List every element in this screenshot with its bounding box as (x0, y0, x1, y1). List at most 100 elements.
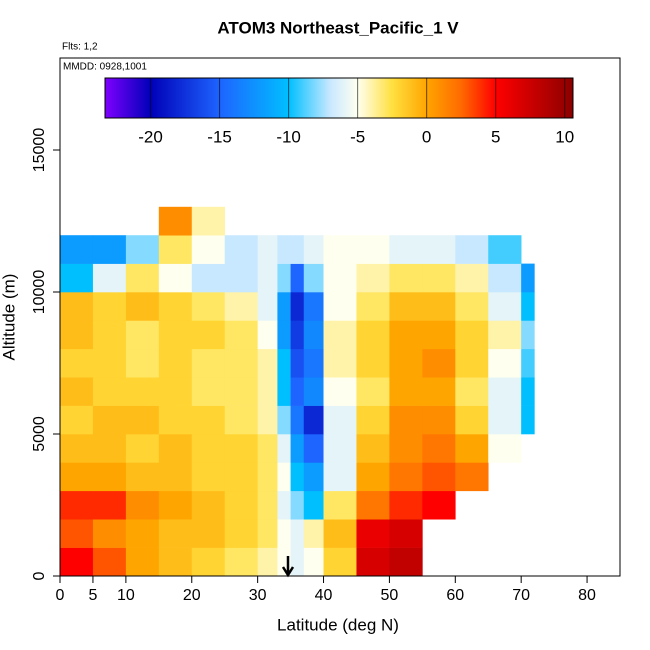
heat-cell (60, 462, 94, 492)
heat-cell (303, 348, 324, 378)
heat-cell (290, 547, 305, 577)
heat-cell (389, 547, 423, 577)
heat-cell (488, 263, 522, 293)
heat-cell (92, 462, 127, 492)
heat-cell (356, 348, 390, 378)
flight-marker (281, 556, 295, 578)
heat-cell (290, 462, 305, 492)
heat-cell (356, 320, 390, 350)
x-tick-label: 70 (512, 587, 530, 604)
heat-cell (323, 263, 357, 293)
heat-cell (224, 263, 258, 293)
heat-cell (303, 377, 324, 406)
heat-cell (303, 434, 324, 463)
heat-cell (303, 263, 324, 293)
heat-cell (257, 292, 278, 321)
heat-cell (125, 292, 160, 321)
heat-cell (323, 462, 357, 492)
x-axis-label: Latitude (deg N) (277, 615, 399, 634)
heat-cell (389, 320, 423, 350)
heat-cell (356, 462, 390, 492)
heat-cell (356, 490, 390, 520)
heat-cell (455, 377, 489, 406)
heat-cell (422, 434, 456, 463)
heatmap (60, 206, 535, 577)
colorbar-tick-label: 0 (422, 127, 431, 146)
heat-cell (92, 235, 127, 264)
heat-cell (257, 348, 278, 378)
heat-cell (290, 405, 305, 435)
heat-cell (125, 348, 160, 378)
heat-cell (257, 434, 278, 463)
heat-cell (303, 320, 324, 350)
x-tick-label: 0 (56, 587, 65, 604)
heat-cell (257, 462, 278, 492)
colorbar-tick-label: -10 (276, 127, 301, 146)
heat-cell (224, 235, 258, 264)
heat-cell (389, 462, 423, 492)
heat-cell (60, 405, 94, 435)
heat-cell (277, 235, 291, 264)
heat-cell (277, 320, 291, 350)
x-tick-label: 20 (183, 587, 201, 604)
heat-cell (158, 462, 193, 492)
heat-cell (60, 320, 94, 350)
colorbar (104, 77, 574, 119)
y-tick-label: 10000 (31, 270, 48, 315)
heat-cell (191, 490, 226, 520)
heat-cell (92, 377, 127, 406)
heat-cell (125, 434, 160, 463)
heat-cell (290, 434, 305, 463)
heat-cell (257, 519, 278, 548)
heat-cell (92, 519, 127, 548)
heat-cell (290, 348, 305, 378)
heat-cell (521, 405, 535, 435)
heat-cell (303, 235, 324, 264)
heat-cell (422, 320, 456, 350)
heat-cell (290, 292, 305, 321)
heat-cell (422, 348, 456, 378)
x-tick-label: 50 (381, 587, 399, 604)
heat-cell (158, 235, 193, 264)
heat-cell (389, 519, 423, 548)
heat-cell (158, 519, 193, 548)
heat-cell (323, 235, 357, 264)
heat-cell (323, 292, 357, 321)
heat-cell (158, 377, 193, 406)
heat-cell (224, 348, 258, 378)
heat-cell (224, 519, 258, 548)
subtitle: Flts: 1,2 (62, 42, 98, 53)
heat-cell (389, 490, 423, 520)
heat-cell (125, 462, 160, 492)
heat-cell (125, 490, 160, 520)
heat-cell (521, 348, 535, 378)
heat-cell (277, 405, 291, 435)
heat-cell (455, 462, 489, 492)
heat-cell (455, 405, 489, 435)
y-tick-label: 5000 (31, 416, 48, 452)
heat-cell (92, 490, 127, 520)
heat-cell (60, 348, 94, 378)
heat-cell (224, 405, 258, 435)
heat-cell (521, 263, 535, 293)
heat-cell (303, 490, 324, 520)
heat-cell (125, 547, 160, 577)
heat-cell (488, 320, 522, 350)
heat-cell (455, 348, 489, 378)
heat-cell (422, 235, 456, 264)
heat-cell (455, 235, 489, 264)
heat-cell (191, 547, 226, 577)
heat-cell (422, 377, 456, 406)
heat-cell (290, 519, 305, 548)
heat-cell (191, 462, 226, 492)
heat-cell (60, 547, 94, 577)
heat-cell (158, 263, 193, 293)
heat-cell (257, 263, 278, 293)
heat-cell (191, 235, 226, 264)
heat-cell (191, 405, 226, 435)
heat-cell (422, 405, 456, 435)
heat-cell (521, 377, 535, 406)
heat-cell (191, 377, 226, 406)
plot-frame (59, 57, 621, 577)
